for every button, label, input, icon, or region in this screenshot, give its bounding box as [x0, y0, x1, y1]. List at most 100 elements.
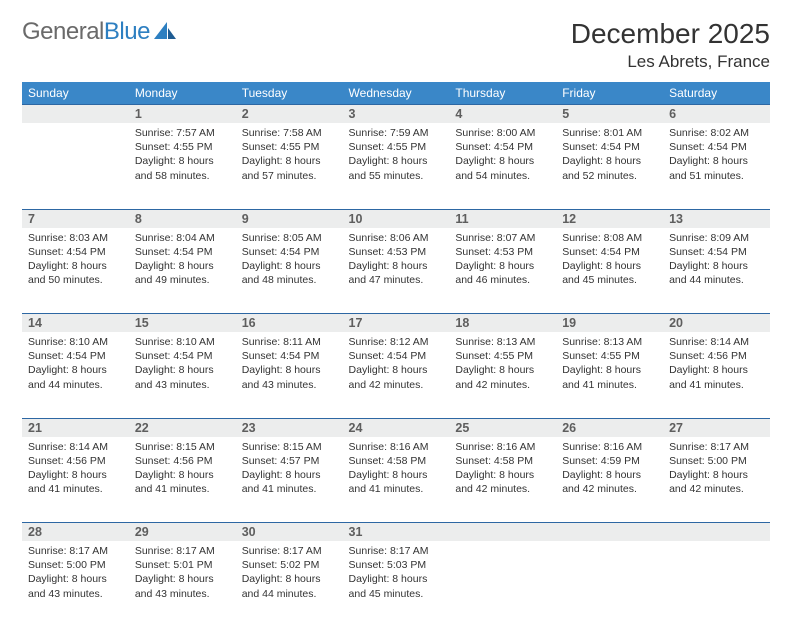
day-number: 18: [449, 314, 556, 332]
day-header: Tuesday: [236, 82, 343, 105]
calendar-body: ·123456Sunrise: 7:57 AMSunset: 4:55 PMDa…: [22, 105, 770, 627]
sunset-line: Sunset: 5:02 PM: [242, 558, 337, 572]
sunset-line: Sunset: 4:54 PM: [562, 245, 657, 259]
header: GeneralBlue December 2025 Les Abrets, Fr…: [22, 18, 770, 72]
sunrise-line: Sunrise: 8:11 AM: [242, 335, 337, 349]
day-number: 12: [556, 210, 663, 228]
day-number: 24: [343, 419, 450, 437]
sunset-line: Sunset: 4:56 PM: [28, 454, 123, 468]
sunrise-line: Sunrise: 8:15 AM: [242, 440, 337, 454]
calendar-cell: Sunrise: 8:05 AMSunset: 4:54 PMDaylight:…: [236, 228, 343, 314]
daylight-line: Daylight: 8 hours and 43 minutes.: [135, 572, 230, 600]
sunrise-line: Sunrise: 8:10 AM: [135, 335, 230, 349]
sunset-line: Sunset: 4:54 PM: [135, 349, 230, 363]
daylight-line: Daylight: 8 hours and 41 minutes.: [562, 363, 657, 391]
daylight-line: Daylight: 8 hours and 41 minutes.: [242, 468, 337, 496]
sunrise-line: Sunrise: 8:16 AM: [455, 440, 550, 454]
sunrise-line: Sunrise: 8:17 AM: [242, 544, 337, 558]
sunset-line: Sunset: 4:54 PM: [562, 140, 657, 154]
sunset-line: Sunset: 5:03 PM: [349, 558, 444, 572]
calendar-cell: Sunrise: 8:06 AMSunset: 4:53 PMDaylight:…: [343, 228, 450, 314]
daylight-line: Daylight: 8 hours and 48 minutes.: [242, 259, 337, 287]
day-number: 19: [556, 314, 663, 332]
sunrise-line: Sunrise: 8:15 AM: [135, 440, 230, 454]
calendar-cell: Sunrise: 8:00 AMSunset: 4:54 PMDaylight:…: [449, 123, 556, 209]
sunset-line: Sunset: 4:54 PM: [242, 245, 337, 259]
sunset-line: Sunset: 4:56 PM: [135, 454, 230, 468]
sunset-line: Sunset: 4:57 PM: [242, 454, 337, 468]
sunrise-line: Sunrise: 8:04 AM: [135, 231, 230, 245]
day-number: 9: [236, 210, 343, 228]
day-number: 20: [663, 314, 770, 332]
sunrise-line: Sunrise: 8:07 AM: [455, 231, 550, 245]
daylight-line: Daylight: 8 hours and 44 minutes.: [242, 572, 337, 600]
title-block: December 2025 Les Abrets, France: [571, 18, 770, 72]
daylight-line: Daylight: 8 hours and 44 minutes.: [669, 259, 764, 287]
calendar-cell: Sunrise: 8:14 AMSunset: 4:56 PMDaylight:…: [663, 332, 770, 418]
calendar-cell: Sunrise: 8:07 AMSunset: 4:53 PMDaylight:…: [449, 228, 556, 314]
calendar-cell: [556, 541, 663, 627]
calendar-cell: [449, 541, 556, 627]
day-number: 14: [22, 314, 129, 332]
day-number: 2: [236, 105, 343, 123]
day-header: Thursday: [449, 82, 556, 105]
day-number: 26: [556, 419, 663, 437]
sunset-line: Sunset: 4:54 PM: [242, 349, 337, 363]
sunset-line: Sunset: 4:54 PM: [349, 349, 444, 363]
calendar-cell: Sunrise: 8:03 AMSunset: 4:54 PMDaylight:…: [22, 228, 129, 314]
sunset-line: Sunset: 4:58 PM: [349, 454, 444, 468]
sunrise-line: Sunrise: 8:17 AM: [135, 544, 230, 558]
sunrise-line: Sunrise: 8:02 AM: [669, 126, 764, 140]
sunrise-line: Sunrise: 7:59 AM: [349, 126, 444, 140]
sunset-line: Sunset: 4:54 PM: [28, 349, 123, 363]
calendar-cell: Sunrise: 8:17 AMSunset: 5:00 PMDaylight:…: [663, 437, 770, 523]
calendar-cell: [22, 123, 129, 209]
day-number: 25: [449, 419, 556, 437]
daylight-line: Daylight: 8 hours and 42 minutes.: [455, 468, 550, 496]
calendar-cell: Sunrise: 8:15 AMSunset: 4:57 PMDaylight:…: [236, 437, 343, 523]
calendar-cell: Sunrise: 7:57 AMSunset: 4:55 PMDaylight:…: [129, 123, 236, 209]
daylight-line: Daylight: 8 hours and 49 minutes.: [135, 259, 230, 287]
day-number: 30: [236, 523, 343, 541]
sunset-line: Sunset: 4:54 PM: [28, 245, 123, 259]
day-number: 10: [343, 210, 450, 228]
daylight-line: Daylight: 8 hours and 55 minutes.: [349, 154, 444, 182]
day-number: 13: [663, 210, 770, 228]
sunset-line: Sunset: 5:01 PM: [135, 558, 230, 572]
daylight-line: Daylight: 8 hours and 46 minutes.: [455, 259, 550, 287]
calendar-cell: Sunrise: 8:17 AMSunset: 5:02 PMDaylight:…: [236, 541, 343, 627]
sunrise-line: Sunrise: 8:09 AM: [669, 231, 764, 245]
daylight-line: Daylight: 8 hours and 42 minutes.: [669, 468, 764, 496]
daylight-line: Daylight: 8 hours and 41 minutes.: [135, 468, 230, 496]
sunset-line: Sunset: 4:55 PM: [455, 349, 550, 363]
calendar-cell: Sunrise: 8:16 AMSunset: 4:59 PMDaylight:…: [556, 437, 663, 523]
day-number: 5: [556, 105, 663, 123]
calendar-cell: Sunrise: 8:10 AMSunset: 4:54 PMDaylight:…: [129, 332, 236, 418]
sunrise-line: Sunrise: 8:01 AM: [562, 126, 657, 140]
sunrise-line: Sunrise: 8:00 AM: [455, 126, 550, 140]
day-number: 1: [129, 105, 236, 123]
sunset-line: Sunset: 4:53 PM: [349, 245, 444, 259]
sunset-line: Sunset: 4:54 PM: [669, 140, 764, 154]
daylight-line: Daylight: 8 hours and 42 minutes.: [349, 363, 444, 391]
sunset-line: Sunset: 4:55 PM: [242, 140, 337, 154]
brand-part2: Blue: [104, 18, 150, 45]
sunrise-line: Sunrise: 8:16 AM: [349, 440, 444, 454]
day-number: 22: [129, 419, 236, 437]
sunset-line: Sunset: 4:54 PM: [455, 140, 550, 154]
sunrise-line: Sunrise: 8:14 AM: [28, 440, 123, 454]
sunrise-line: Sunrise: 8:13 AM: [562, 335, 657, 349]
daylight-line: Daylight: 8 hours and 57 minutes.: [242, 154, 337, 182]
brand-part1: General: [22, 18, 104, 45]
calendar-cell: Sunrise: 7:59 AMSunset: 4:55 PMDaylight:…: [343, 123, 450, 209]
day-number: 31: [343, 523, 450, 541]
day-number: 29: [129, 523, 236, 541]
daylight-line: Daylight: 8 hours and 52 minutes.: [562, 154, 657, 182]
calendar-cell: Sunrise: 7:58 AMSunset: 4:55 PMDaylight:…: [236, 123, 343, 209]
day-header: Sunday: [22, 82, 129, 105]
calendar-cell: Sunrise: 8:17 AMSunset: 5:01 PMDaylight:…: [129, 541, 236, 627]
calendar-cell: Sunrise: 8:12 AMSunset: 4:54 PMDaylight:…: [343, 332, 450, 418]
day-number: 28: [22, 523, 129, 541]
calendar-cell: Sunrise: 8:04 AMSunset: 4:54 PMDaylight:…: [129, 228, 236, 314]
calendar-cell: Sunrise: 8:17 AMSunset: 5:00 PMDaylight:…: [22, 541, 129, 627]
